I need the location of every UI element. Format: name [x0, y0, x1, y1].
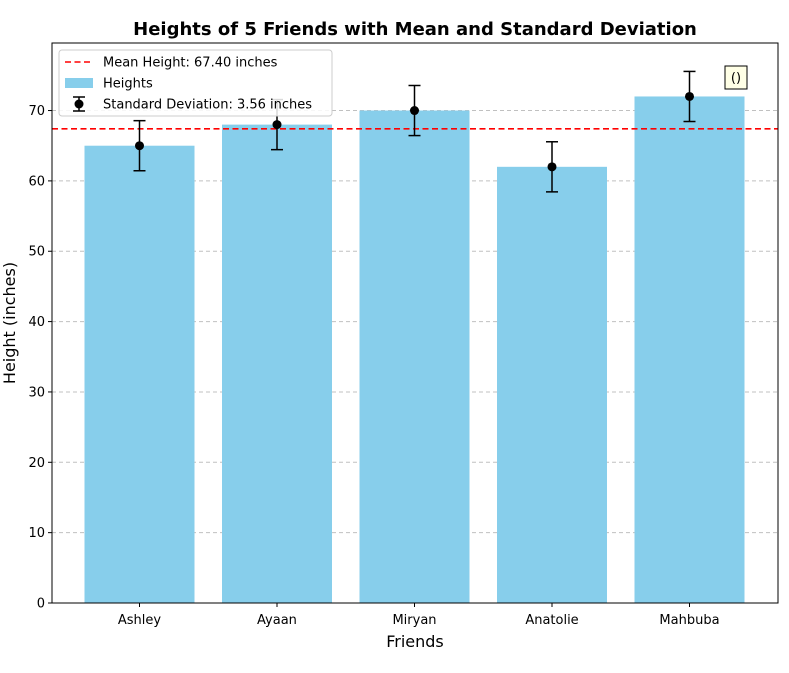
y-tick-label: 60 [28, 174, 45, 189]
bar-miryan [359, 110, 470, 603]
y-axis-ticks: 0 10 20 30 40 50 60 70 [28, 104, 52, 612]
y-tick-label: 70 [28, 104, 45, 119]
bar-ayaan [222, 124, 332, 604]
legend-box [58, 49, 333, 117]
annotation-text: () [731, 71, 741, 86]
bars-layer [84, 96, 745, 604]
chart-title: Heights of 5 Friends with Mean and Stand… [133, 19, 697, 40]
y-tick-label: 10 [28, 526, 45, 541]
y-tick-label: 40 [28, 315, 45, 330]
legend-swatch-point [74, 99, 84, 109]
x-tick-label: Anatolie [525, 613, 578, 628]
legend: Mean Height: 67.40 inches Heights Standard… [58, 49, 333, 117]
data-point [547, 162, 557, 172]
x-tick-label: Ashley [118, 613, 162, 628]
y-axis-label: Height (inches) [0, 262, 19, 384]
bar-ashley [84, 145, 195, 603]
data-point [272, 120, 282, 130]
annotation: () [724, 65, 748, 90]
x-tick-label: Ayaan [257, 613, 297, 628]
bar-mahbuba [634, 96, 745, 603]
x-tick-label: Miryan [392, 613, 436, 628]
y-tick-label: 50 [28, 245, 45, 260]
legend-label: Standard Deviation: 3.56 inches [103, 98, 312, 113]
bar-anatolie [497, 166, 607, 603]
legend-label: Heights [103, 77, 153, 92]
legend-swatch-heights [65, 78, 93, 88]
annotation-box [724, 65, 748, 90]
x-axis-ticks: Ashley Ayaan Miryan Anatolie Mahbuba [118, 603, 720, 628]
x-tick-label: Mahbuba [659, 613, 719, 628]
y-tick-label: 20 [28, 456, 45, 471]
data-point [410, 106, 419, 116]
data-point [685, 91, 694, 101]
y-tick-label: 0 [37, 597, 45, 612]
x-axis-label: Friends [386, 632, 444, 651]
data-point [135, 141, 144, 151]
legend-label: Mean Height: 67.40 inches [103, 56, 278, 71]
y-tick-label: 30 [28, 385, 45, 400]
